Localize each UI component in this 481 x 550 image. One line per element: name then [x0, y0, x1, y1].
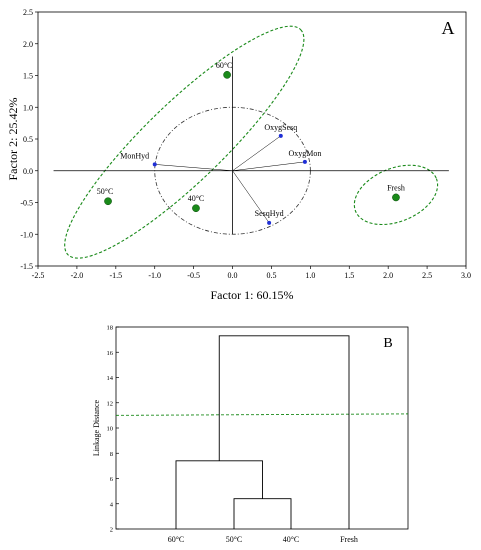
dendrogram-link [218, 335, 350, 529]
x-tick-label: -1.0 [148, 271, 161, 280]
y-tick-label: 0.0 [23, 167, 33, 176]
loading-point [152, 162, 157, 167]
sample-label: 50°C [97, 187, 114, 196]
loading-label: OxygSesq [264, 123, 297, 132]
cut-line-group [115, 413, 409, 416]
pca-ellipses [64, 25, 439, 259]
panel-label-b: B [383, 336, 392, 351]
panel-label-a: A [442, 18, 455, 38]
sample-points: 60°C 50°C 40°C Fresh [97, 61, 405, 213]
y-tick-label: 1.0 [23, 103, 33, 112]
sample-label: Fresh [387, 183, 405, 192]
loading-vector [232, 135, 281, 171]
y-tick-label: -1.5 [20, 262, 33, 271]
leaf-label: 50°C [226, 535, 243, 544]
y-tick-label: 14 [107, 375, 114, 382]
loading-point [267, 220, 272, 225]
y-tick-label: 8 [110, 451, 113, 458]
pca-axis-ticks: -2.5 -2.0 -1.5 -1.0 -0.5 0.0 0.5 1.0 1.5 2.0 2.5 3.… [20, 8, 471, 280]
x-tick-label: 1.0 [305, 271, 315, 280]
x-tick-label: 2.0 [383, 271, 393, 280]
x-tick-label: -1.5 [109, 271, 122, 280]
leaf-label: Fresh [340, 535, 358, 544]
x-tick-label: -2.5 [32, 271, 45, 280]
loading-vector [154, 164, 233, 171]
y-tick-label: 2.0 [23, 40, 33, 49]
loading-point [278, 133, 283, 138]
sample-point [392, 193, 400, 202]
y-tick-label: 16 [107, 350, 114, 357]
x-tick-label: 0.5 [266, 271, 276, 280]
sample-point [192, 204, 200, 213]
y-tick-label: 12 [107, 400, 114, 407]
pca-plot-frame [37, 11, 467, 267]
x-tick-label: 2.5 [422, 271, 432, 280]
loading-vector [232, 161, 305, 171]
x-tick-label: -0.5 [187, 271, 200, 280]
cut-line [115, 413, 409, 416]
loading-vector [232, 170, 270, 223]
y-tick-label: 1.5 [23, 72, 33, 81]
x-tick-label: 0.0 [228, 271, 238, 280]
x-tick-label: 3.0 [461, 271, 471, 280]
y-tick-label: 10 [107, 426, 114, 433]
sample-point [104, 197, 112, 206]
y-tick-label: 18 [107, 325, 114, 332]
pca-y-axis-label: Factor 2: 25.42% [6, 98, 20, 181]
dendrogram-leaf-labels: 60°C 50°C 40°C Fresh [168, 535, 358, 544]
y-tick-label: -0.5 [20, 199, 33, 208]
x-tick-label: -2.0 [71, 271, 84, 280]
loading-label: MonHyd [120, 151, 149, 160]
y-tick-label: 2.5 [23, 8, 33, 17]
leaf-label: 40°C [283, 535, 300, 544]
dendrogram-axis-ticks: 18 16 14 12 10 8 6 4 2 [107, 325, 119, 534]
dendrogram-links [175, 335, 350, 529]
dendrogram-link [233, 498, 292, 529]
pca-x-axis-label: Factor 1: 60.15% [211, 288, 294, 302]
x-tick-label: 1.5 [344, 271, 354, 280]
leaf-label: 60°C [168, 535, 185, 544]
sample-label: 40°C [188, 194, 205, 203]
y-tick-label: 0.5 [23, 135, 33, 144]
loading-vectors: MonHyd OxygSesq OxygMon SesqHyd [120, 123, 321, 225]
y-tick-label: 6 [110, 476, 114, 483]
dendrogram-y-axis-label: Linkage Distance [92, 399, 101, 456]
pca-zero-axes [53, 56, 449, 235]
dendrogram: 18 16 14 12 10 8 6 4 2 60°C 50°C 40°C Fresh B Linka… [92, 325, 409, 544]
loading-label: OxygMon [288, 149, 321, 158]
y-tick-label: 4 [110, 501, 114, 508]
loading-point [302, 159, 307, 164]
loading-label: SesqHyd [255, 209, 284, 218]
y-tick-label: -1.0 [20, 230, 33, 239]
cluster-ellipse-heated [64, 25, 305, 259]
dendrogram-link [175, 460, 263, 529]
cluster-ellipse-fresh [353, 164, 439, 226]
sample-point [223, 71, 231, 79]
y-tick-label: 2 [110, 527, 113, 534]
pca-biplot: -2.5 -2.0 -1.5 -1.0 -0.5 0.0 0.5 1.0 1.5 2.0 2.5 3.… [6, 8, 471, 302]
sample-label: 60°C [216, 61, 233, 70]
